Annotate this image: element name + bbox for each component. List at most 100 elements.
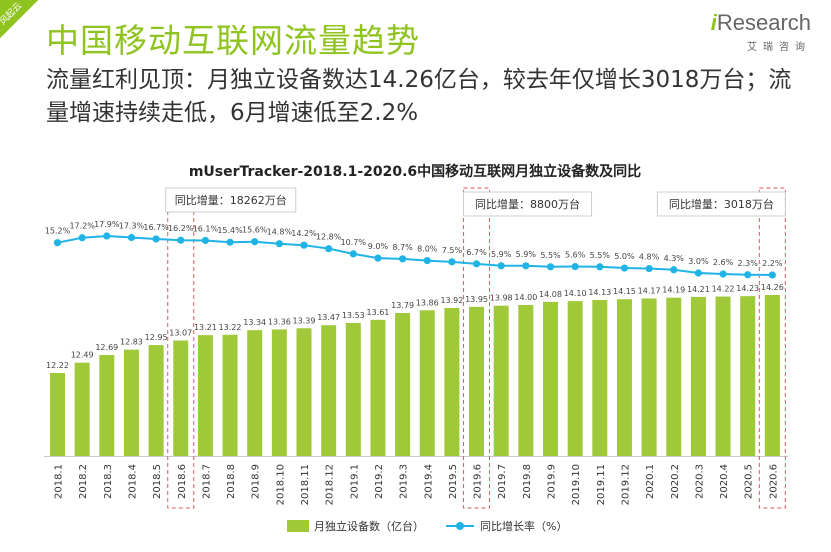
x-tick-2019.9: 2019.9 [547,464,558,499]
rate-label-2018.7: 16.1% [193,224,219,233]
bar-label-2019.1: 13.53 [342,311,365,320]
logo-subtext: 艾瑞咨询 [747,42,811,53]
rate-label-2019.1: 10.7% [341,238,367,247]
bar-label-2018.10: 13.36 [268,317,291,326]
bar-2018.9 [247,330,263,456]
x-tick-2018.8: 2018.8 [226,464,237,499]
x-tick-2019.4: 2019.4 [423,464,434,499]
rate-label-2019.12: 5.0% [614,252,635,261]
x-tick-2018.1: 2018.1 [54,464,65,499]
bar-2019.9 [543,301,558,456]
rate-point-2020.4 [719,270,727,278]
bar-label-2019.9: 14.08 [539,290,562,299]
rate-point-2019.4 [423,256,431,265]
bar-2018.1 [50,373,65,456]
rate-label-2019.3: 8.7% [392,243,413,252]
rate-label-2019.9: 5.5% [540,251,561,260]
bar-label-2020.6: 14.26 [761,283,784,292]
rate-point-2019.12 [620,264,629,272]
rate-point-2018.6 [177,236,185,244]
rate-label-2018.4: 17.3% [119,221,145,230]
x-tick-2018.5: 2018.5 [152,464,163,499]
rate-label-2019.6: 6.7% [466,248,487,257]
bar-2018.6 [173,340,189,456]
bar-2019.8 [518,304,534,456]
bar-label-2018.9: 13.34 [243,318,266,327]
bar-label-2018.4: 12.83 [120,338,143,347]
x-tick-2020.6: 2020.6 [768,464,779,499]
bar-label-2019.2: 13.61 [366,308,389,317]
rate-point-2020.5 [744,271,752,279]
annotation-label-2020.6: 同比增量：3018万台 [669,197,774,211]
rate-label-2019.7: 5.9% [491,250,512,259]
bar-2018.7 [197,335,213,456]
rate-point-2019.10 [571,262,579,271]
highlight-box-2020.6 [758,187,786,509]
bar-2020.5 [740,296,756,456]
x-tick-2019.6: 2019.6 [473,464,484,499]
rate-label-2018.9: 15.6% [242,226,268,235]
bar-label-2019.3: 13.79 [391,301,414,310]
bar-2018.10 [271,329,287,456]
x-tick-2018.2: 2018.2 [78,464,89,499]
x-tick-2020.3: 2020.3 [694,464,705,499]
rate-point-2018.12 [325,245,333,253]
bar-label-2018.3: 12.69 [95,343,118,352]
x-tick-2019.7: 2019.7 [497,464,508,499]
x-tick-2019.3: 2019.3 [399,464,410,499]
legend-line-marker [456,522,464,530]
bar-label-2019.12: 14.15 [613,287,636,296]
bar-2018.8 [222,334,238,456]
bar-2018.3 [99,355,115,456]
x-tick-2019.5: 2019.5 [448,464,459,499]
rate-point-2020.2 [670,266,678,274]
rate-label-2020.6: 2.2% [762,259,783,268]
x-tick-2019.8: 2019.8 [522,464,533,499]
rate-label-2020.1: 4.8% [639,253,660,262]
chart-title: mUserTracker-2018.1-2020.6中国移动互联网月独立设备数及… [189,163,641,180]
rate-label-2019.11: 5.5% [590,251,611,260]
rate-label-2019.2: 9.0% [368,242,389,251]
bar-2019.6 [469,306,485,456]
rate-point-2019.1 [349,250,357,258]
rate-label-2018.11: 14.2% [291,229,317,238]
rate-label-2018.5: 16.7% [143,223,169,232]
rate-point-2019.6 [472,260,481,268]
bar-2019.10 [567,301,583,456]
annotation-label-2018.6: 同比增量：18262万台 [175,193,287,207]
x-tick-2018.4: 2018.4 [127,464,138,499]
rate-point-2019.7 [497,262,505,270]
bar-label-2018.5: 12.95 [145,333,168,342]
rate-point-2018.11 [300,241,308,249]
bar-label-2018.6: 13.07 [169,329,192,338]
x-tick-2019.1: 2019.1 [349,464,360,499]
bar-2018.4 [123,349,139,456]
x-tick-2020.1: 2020.1 [645,464,656,499]
bar-2019.2 [370,319,386,456]
rate-label-2019.8: 5.9% [516,250,537,259]
bar-label-2018.12: 13.47 [317,313,340,322]
rate-point-2020.6 [768,271,776,279]
highlight-box-2019.6 [463,187,491,509]
rate-point-2019.2 [374,254,382,262]
rate-point-2018.8 [226,238,234,246]
bar-label-2019.6: 13.95 [465,295,488,304]
rate-point-2018.2 [78,234,86,242]
rate-label-2018.10: 14.8% [267,228,293,237]
logo-word: iResearch [711,10,811,36]
bar-2019.11 [592,299,608,456]
logo-i: i [710,10,717,35]
bar-label-2020.3: 14.21 [687,285,710,294]
rate-point-2019.3 [399,255,407,263]
rate-label-2018.2: 17.2% [69,222,95,231]
bar-2018.11 [296,328,312,456]
bar-2019.3 [395,312,411,456]
rate-label-2020.5: 2.3% [738,259,759,268]
bar-2020.4 [715,296,731,456]
bar-label-2020.2: 14.19 [662,286,685,295]
bar-2019.4 [419,310,435,456]
rate-point-2018.3 [103,232,111,240]
rate-label-2018.8: 15.4% [217,226,243,235]
bar-2019.12 [616,299,632,456]
